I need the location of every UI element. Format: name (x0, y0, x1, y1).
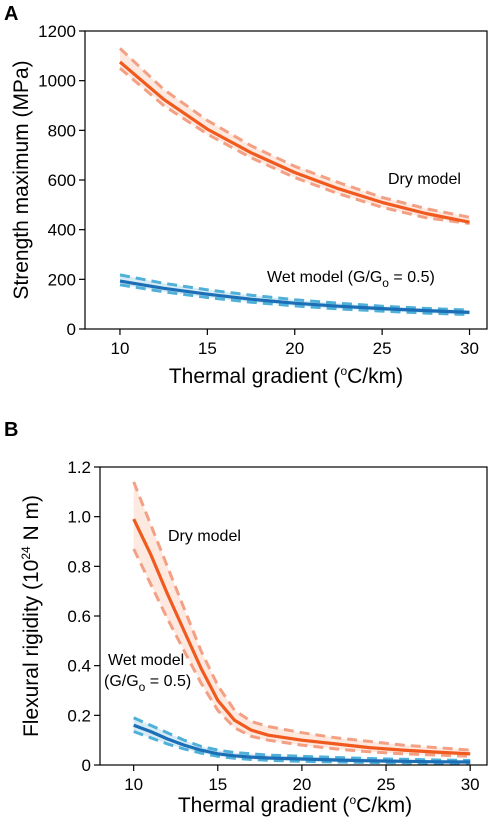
panel-b-wet-annotation-line2: (G/Go = 0.5) (104, 673, 191, 694)
panel-b-dry-upper-line (132, 481, 471, 752)
x-tick-label: 10 (124, 775, 143, 794)
panel-b-frame (99, 466, 488, 766)
x-tick-label: 15 (198, 339, 217, 358)
y-tick-label: 0 (82, 756, 91, 775)
x-tick-label: 20 (292, 775, 311, 794)
panel-a-dry-line (118, 60, 470, 224)
y-tick-label: 400 (48, 221, 76, 240)
y-tick-label: 0.8 (67, 557, 91, 576)
panel-a-dry-lower-line (119, 67, 470, 225)
panel-b-y-label: Flexural rigidity (1024 N m) (19, 495, 43, 737)
panel-a-x-label: Thermal gradient (oC/km) (169, 364, 403, 388)
panel-b-series (132, 481, 471, 765)
panel-b-x-ticks: 10 15 20 25 30 (124, 765, 480, 794)
panel-b: B 10 15 20 25 30 0 0.2 0.4 0.6 0.8 1.0 1.2 Thermal… (4, 419, 488, 817)
panel-a: A 10 15 20 25 30 0 200 400 600 800 1000 1200 Therm… (4, 3, 488, 388)
panel-b-dry-band (133, 481, 471, 757)
y-tick-label: 200 (48, 270, 76, 289)
panel-a-x-ticks: 10 15 20 25 30 (110, 329, 479, 358)
panel-a-wet-lower-line (119, 283, 470, 317)
y-tick-label: 1200 (38, 22, 76, 41)
panel-a-dry-upper-line (118, 47, 470, 219)
panel-b-wet-band (133, 717, 471, 764)
panel-a-series (118, 47, 470, 317)
panel-a-letter: A (4, 3, 18, 25)
x-tick-label: 10 (110, 339, 129, 358)
panel-a-wet-annotation: Wet model (G/Go = 0.5) (267, 269, 435, 290)
panel-a-y-label: Strength maximum (MPa) (10, 60, 33, 299)
y-tick-label: 800 (48, 121, 76, 140)
x-tick-label: 25 (373, 339, 392, 358)
panel-b-wet-upper-line (133, 716, 471, 762)
panel-b-wet-line (133, 723, 471, 764)
y-tick-label: 1000 (38, 72, 76, 91)
y-tick-label: 0.4 (67, 657, 91, 676)
x-tick-label: 25 (377, 775, 396, 794)
panel-a-wet-line (119, 279, 470, 314)
y-tick-label: 0.2 (67, 706, 91, 725)
x-tick-label: 30 (460, 339, 479, 358)
x-tick-label: 15 (208, 775, 227, 794)
y-tick-label: 0 (67, 320, 76, 339)
panel-a-wet-upper-line (119, 273, 470, 312)
panel-b-dry-lower-line (132, 548, 471, 758)
panel-a-y-ticks: 0 200 400 600 800 1000 1200 (38, 22, 85, 339)
x-tick-label: 30 (461, 775, 480, 794)
y-tick-label: 1.2 (67, 458, 91, 477)
panel-a-dry-band (120, 48, 470, 224)
panel-b-y-ticks: 0 0.2 0.4 0.6 0.8 1.0 1.2 (67, 458, 100, 775)
x-tick-label: 20 (285, 339, 304, 358)
panel-b-x-label: Thermal gradient (oC/km) (178, 793, 412, 817)
y-tick-label: 0.6 (67, 607, 91, 626)
panel-b-dry-line (132, 518, 471, 756)
y-tick-label: 1.0 (67, 508, 91, 527)
y-tick-label: 600 (48, 171, 76, 190)
panel-b-wet-annotation-line1: Wet model (108, 652, 184, 669)
panel-b-letter: B (4, 419, 18, 441)
panel-a-dry-annotation: Dry model (388, 171, 461, 188)
panel-b-dry-annotation: Dry model (168, 528, 241, 545)
panel-b-bands (133, 481, 471, 764)
